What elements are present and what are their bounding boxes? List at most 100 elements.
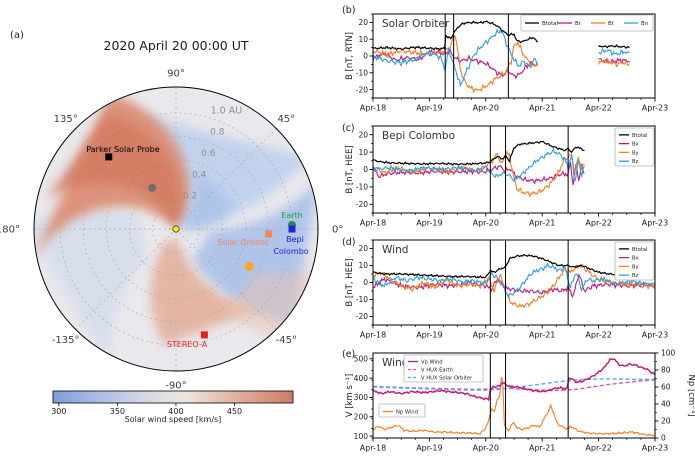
legend-label: Bz <box>632 273 639 279</box>
x-tick-label: Apr-18 <box>360 444 386 453</box>
y-tick-label: 400 <box>354 374 369 383</box>
y-tick-label: -10 <box>356 69 368 78</box>
series-bz <box>373 147 585 183</box>
legend-label: Btotal <box>632 247 647 253</box>
y-tick-label: 20 <box>358 18 368 27</box>
bepi-colombo-label: Bepi <box>286 235 304 244</box>
legend-box <box>378 403 426 418</box>
series-np-wind <box>373 377 655 437</box>
colorbar-tick-label: 350 <box>110 407 125 416</box>
y-right-tick-label: 0 <box>661 434 666 443</box>
series-bx <box>373 162 585 186</box>
stereo-a-marker <box>200 331 208 339</box>
angle-label: 90° <box>167 69 185 80</box>
radial-label: 0.8 <box>210 128 225 138</box>
legend-label: Bx <box>632 142 639 148</box>
legend-label: Btotal <box>632 133 647 139</box>
y-right-tick-label: 40 <box>661 400 671 409</box>
x-tick-label: Apr-19 <box>416 444 442 453</box>
y-tick-label: 100 <box>354 432 369 441</box>
x-tick-label: Apr-18 <box>360 331 386 340</box>
y-tick-label: 10 <box>358 148 368 157</box>
mapped-point-orange-marker <box>244 261 254 271</box>
legend-box <box>614 241 655 281</box>
series-btotal <box>373 254 655 279</box>
y-tick-label: 10 <box>358 35 368 44</box>
colorbar-tick-label: 300 <box>51 407 66 416</box>
spacecraft-solar-orbiter: Solar Orbiter <box>217 230 273 247</box>
legend: Np Wind <box>378 403 426 418</box>
series-vp-wind <box>373 358 655 402</box>
angle-label: -135° <box>52 335 80 346</box>
x-tick-label: Apr-22 <box>585 444 611 453</box>
panel-b: Apr-18 Apr-19 Apr-20 Apr-21 Apr-22 Apr-23 -20 -… <box>342 5 668 113</box>
legend-label: Vp Wind <box>421 360 443 366</box>
x-tick-label: Apr-23 <box>642 331 668 340</box>
x-tick-label: Apr-19 <box>416 219 442 228</box>
series-btotal <box>373 140 585 166</box>
legend-label: Br <box>575 21 582 27</box>
panel-letter: (d) <box>342 237 355 248</box>
x-tick-label: Apr-19 <box>416 331 442 340</box>
y-tick-label: -10 <box>356 295 368 304</box>
angle-label: 45° <box>277 114 295 125</box>
legend: Btotal Bx By Bz <box>614 127 655 167</box>
y-tick-label: -20 <box>356 312 368 321</box>
y-tick-label: 300 <box>354 393 369 402</box>
x-tick-label: Apr-20 <box>473 104 499 113</box>
legend-label: Bt <box>608 21 614 27</box>
y-tick-label: 20 <box>358 244 368 253</box>
x-tick-label: Apr-18 <box>360 104 386 113</box>
y-right-tick-label: 80 <box>661 366 671 375</box>
legend-box <box>614 127 655 167</box>
x-tick-label: Apr-23 <box>642 104 668 113</box>
y-tick-label: 0 <box>363 278 368 287</box>
angle-label: -90° <box>165 381 186 392</box>
spiral-band <box>150 239 260 345</box>
x-tick-label: Apr-22 <box>585 219 611 228</box>
spacecraft-bepi-colombo: Bepi Colombo <box>273 225 309 256</box>
x-tick-label: Apr-22 <box>585 331 611 340</box>
grid-spoke <box>75 228 177 330</box>
x-tick-label: Apr-18 <box>360 219 386 228</box>
spacecraft-stereo-a: STEREO-A <box>167 331 208 349</box>
legend-label: By <box>632 264 639 270</box>
radial-label: 0.4 <box>192 170 207 180</box>
y-axis-label: V [km s⁻¹] <box>345 374 355 417</box>
spacecraft-mapped-point-orange <box>244 261 254 271</box>
solar-orbiter-marker <box>265 230 273 238</box>
parker-solar-probe-label: Parker Solar Probe <box>86 145 159 154</box>
panel-a: 0.2 0.4 0.6 0.8 1.0 AU 90° 45° 0° -45° -90° -135° 1… <box>0 69 343 417</box>
y-axis-label: B [nT, HEE] <box>345 258 355 306</box>
legend: Vp Wind V HUX Earth V HUX Solar Orbiter <box>403 354 484 383</box>
legend-label: Bn <box>641 21 648 27</box>
y-axis-label: B [nT, RTN] <box>345 32 355 80</box>
legend-label: Bx <box>632 256 639 262</box>
y-axis-label-right: Np [cm⁻³] <box>686 375 695 417</box>
x-tick-label: Apr-20 <box>473 219 499 228</box>
y-tick-label: 0 <box>363 52 368 61</box>
series-group <box>373 140 585 198</box>
radial-label: 1.0 AU <box>211 105 243 116</box>
series-bt <box>598 57 630 68</box>
legend: Btotal Br Bt Bn <box>520 14 654 32</box>
series-bz <box>373 262 655 300</box>
bepi-colombo-marker <box>288 225 296 233</box>
panel-a-letter: (a) <box>10 30 24 41</box>
y-right-tick-label: 60 <box>661 383 671 392</box>
panel-title: Wind <box>382 244 408 256</box>
x-tick-label: Apr-23 <box>642 219 668 228</box>
panel-e: Apr-18 Apr-19 Apr-20 Apr-21 Apr-22 Apr-23 100 2… <box>342 349 695 453</box>
angle-label: 135° <box>54 114 78 125</box>
x-tick-label: Apr-21 <box>529 219 555 228</box>
legend-label: Btotal <box>542 21 558 27</box>
legend-box <box>520 14 654 32</box>
panel-letter: (e) <box>342 349 355 360</box>
series-group <box>373 254 655 309</box>
legend-label: Bz <box>632 159 639 165</box>
series-bn <box>598 47 630 57</box>
radial-label: 0.6 <box>201 149 216 159</box>
x-tick-label: Apr-19 <box>416 104 442 113</box>
